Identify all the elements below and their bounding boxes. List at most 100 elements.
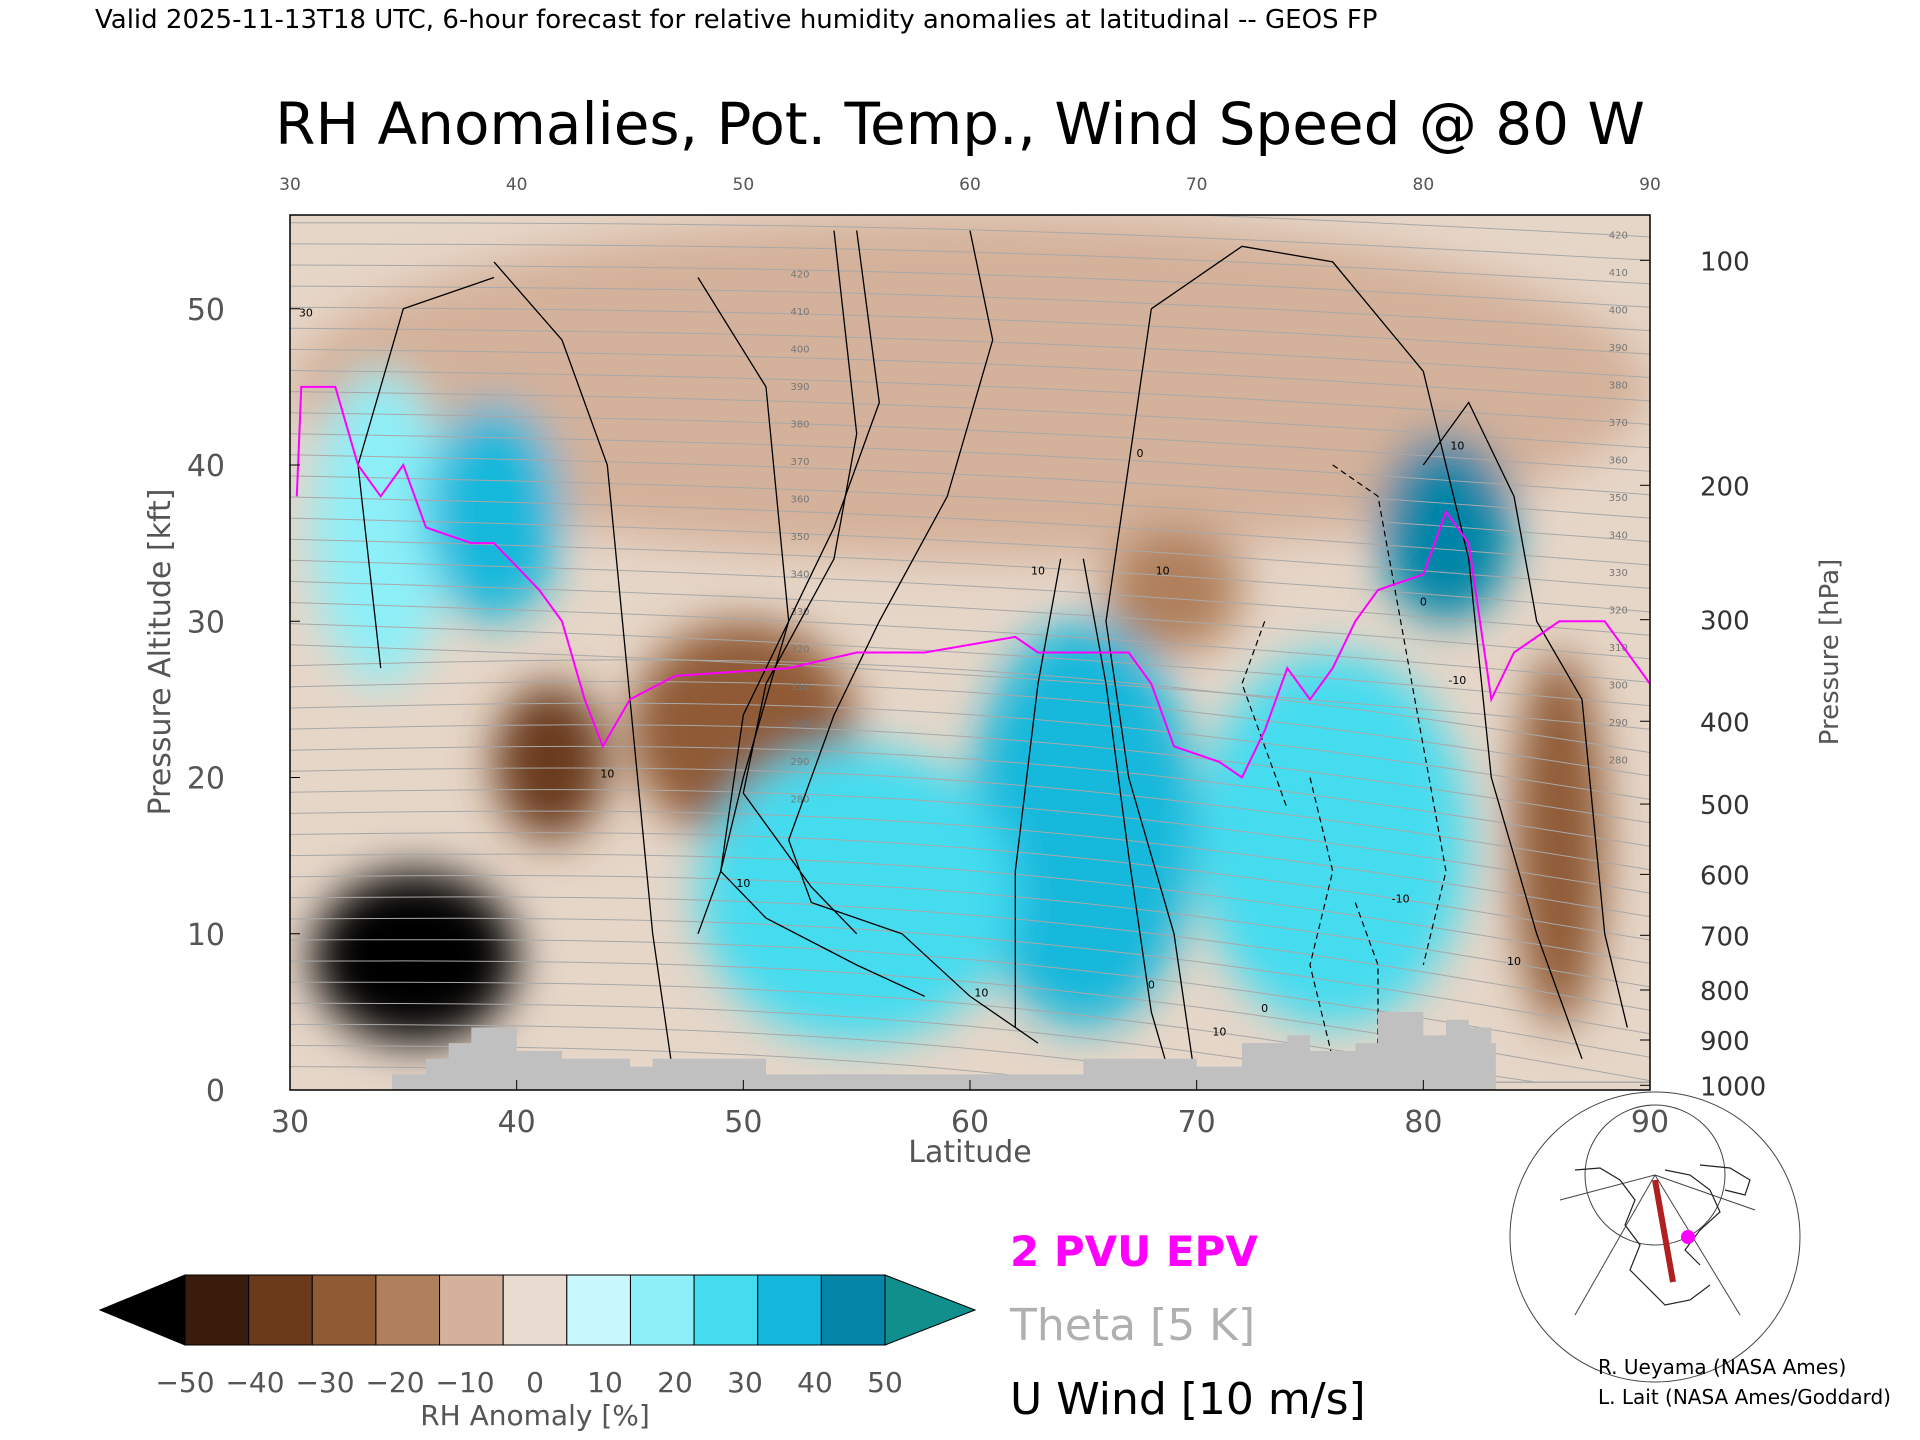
- pressure-tick-label: 600: [1700, 861, 1750, 891]
- y-tick-label: 50: [187, 293, 225, 328]
- y-tick-label: 20: [187, 762, 225, 797]
- u-wind-label: -10: [1392, 893, 1410, 906]
- theta-label: 330: [1609, 568, 1628, 579]
- top-x-tick-label: 60: [959, 175, 981, 195]
- u-wind-contour: [1150, 245, 1583, 1060]
- plot-area: 4204204104104004003903903803803703703603…: [187, 175, 1766, 1140]
- top-x-tick-label: 30: [279, 175, 301, 195]
- top-x-tick-label: 70: [1186, 175, 1208, 195]
- theta-contour: [290, 623, 1650, 707]
- colorbar-segment: [757, 1274, 822, 1346]
- u-wind-label: 10: [1212, 1025, 1226, 1038]
- u-wind-contour: [357, 276, 495, 669]
- pressure-tick-label: 400: [1700, 708, 1750, 738]
- map-coastline-3: [1699, 1164, 1751, 1196]
- colorbar-tick-label: 0: [526, 1366, 544, 1399]
- y-tick-label: 40: [187, 449, 225, 484]
- theta-contour: [290, 496, 1650, 566]
- u-wind-label: 10: [974, 986, 988, 999]
- colorbar-above: [884, 1274, 977, 1346]
- u-wind-label: 30: [299, 307, 313, 320]
- rh-region: [698, 746, 1016, 1044]
- pressure-tick-label: 800: [1700, 977, 1750, 1007]
- theta-label: 380: [790, 420, 809, 431]
- theta-label: 300: [790, 720, 809, 731]
- u-wind-contour-negative: [1309, 777, 1334, 1059]
- pressure-tick-label: 1000: [1700, 1072, 1766, 1102]
- theta-contour: [290, 702, 1650, 800]
- colorbar-tick-label: −40: [225, 1366, 284, 1399]
- y-axis-label-right: Pressure [hPa]: [1815, 559, 1845, 746]
- colorbar-segment: [311, 1274, 377, 1346]
- u-wind-contour: [1014, 558, 1062, 1028]
- theta-label: 300: [1609, 680, 1628, 691]
- colorbar-segment: [184, 1274, 250, 1346]
- colorbar-segment: [693, 1274, 759, 1346]
- theta-contour: [290, 412, 1650, 472]
- top-x-tick-label: 50: [733, 175, 755, 195]
- theta-contour: [290, 243, 1650, 285]
- pv2-line: [295, 385, 1650, 779]
- theta-label: 400: [1609, 305, 1628, 316]
- map-meridian-3: [1559, 1174, 1656, 1201]
- map-circle-outer: [1509, 1091, 1801, 1383]
- u-wind-label: 10: [1031, 564, 1045, 577]
- u-wind-contour: [1105, 308, 1198, 1090]
- u-wind-contour: [742, 230, 858, 935]
- rh-region: [1196, 652, 1469, 1028]
- theta-contour: [290, 475, 1650, 543]
- colorbar-tick-label: 50: [867, 1366, 903, 1399]
- colorbar-below: [98, 1274, 186, 1346]
- map-cross-section-line: [1652, 1179, 1676, 1283]
- credit-line-1: R. Ueyama (NASA Ames): [1598, 1355, 1846, 1379]
- theta-contour: [290, 917, 1650, 1035]
- rh-region: [970, 621, 1197, 1028]
- theta-contour: [290, 602, 1650, 683]
- u-wind-contour-negative: [1241, 621, 1288, 810]
- u-wind-contour: [788, 230, 1039, 1044]
- theta-contour: [290, 517, 1650, 589]
- theta-contour: [290, 767, 1650, 871]
- y-tick-label: 30: [187, 605, 225, 640]
- credit-line-2: L. Lait (NASA Ames/Goddard): [1598, 1385, 1891, 1409]
- u-wind-contour: [720, 230, 925, 997]
- colorbar-segment: [629, 1274, 695, 1346]
- u-wind-contour: [697, 277, 790, 935]
- theta-contour: [290, 222, 1650, 261]
- map-meridian-2: [1654, 1174, 1741, 1316]
- theta-label: 280: [790, 795, 809, 806]
- legend-uwind: U Wind [10 m/s]: [1010, 1374, 1366, 1425]
- colorbar-tick-label: 40: [797, 1366, 833, 1399]
- theta-contour: [290, 875, 1650, 988]
- theta-contour: [290, 659, 1650, 753]
- validity-caption: Valid 2025-11-13T18 UTC, 6-hour forecast…: [95, 5, 1377, 35]
- u-wind-contours: 30 10 10 10 0 10 10 10 0 10 -10 -10 0 10 0: [299, 230, 1628, 1090]
- theta-label: 340: [1609, 530, 1628, 541]
- y-axis-label-left: Pressure Altitude [kft]: [143, 489, 178, 816]
- rh-region: [1106, 527, 1242, 653]
- x-axis-label: Latitude: [908, 1135, 1031, 1170]
- u-wind-contour-negative: [1354, 902, 1379, 1059]
- pressure-tick-label: 300: [1700, 607, 1750, 637]
- theta-label: 390: [790, 382, 809, 393]
- map-meridian-1: [1574, 1174, 1656, 1316]
- theta-contour: [290, 348, 1650, 402]
- pressure-tick-label: 100: [1700, 247, 1750, 277]
- theta-label: 280: [1609, 755, 1628, 766]
- x-tick-label: 90: [1631, 1105, 1669, 1140]
- theta-label: 350: [790, 532, 809, 543]
- map-coastline-1: [1574, 1167, 1711, 1306]
- theta-label: 320: [1609, 605, 1628, 616]
- colorbar-segment: [502, 1274, 568, 1346]
- colorbar-tick-label: 20: [657, 1366, 693, 1399]
- theta-label: 310: [790, 682, 809, 693]
- colorbar-segment: [566, 1274, 631, 1346]
- theta-label: 410: [1609, 268, 1628, 279]
- u-wind-label: 10: [1507, 955, 1521, 968]
- chart-title: RH Anomalies, Pot. Temp., Wind Speed @ 8…: [275, 90, 1645, 158]
- theta-label: 360: [1609, 455, 1628, 466]
- y-tick-label: 10: [187, 918, 225, 953]
- u-wind-label: 10: [1156, 564, 1170, 577]
- top-x-tick-label: 80: [1413, 175, 1435, 195]
- x-tick-label: 60: [951, 1105, 989, 1140]
